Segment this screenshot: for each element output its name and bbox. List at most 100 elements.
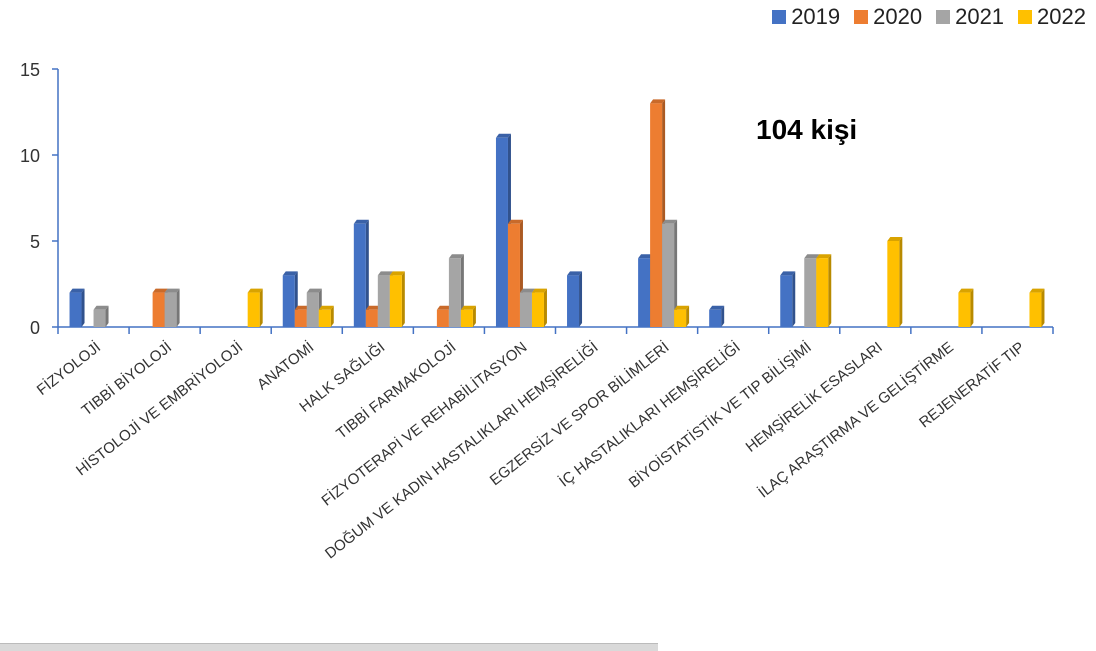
bar	[650, 103, 663, 328]
legend-label-2019: 2019	[791, 4, 841, 29]
bar-side	[970, 288, 974, 327]
bar-top	[958, 288, 974, 293]
bar-top	[567, 271, 583, 276]
bar	[448, 258, 461, 327]
bar	[958, 292, 971, 327]
bar-side	[105, 305, 109, 327]
bar	[638, 258, 651, 327]
bar	[887, 241, 900, 327]
bar	[377, 275, 390, 327]
legend-item-2020: 2020	[854, 4, 922, 30]
bar-top	[389, 271, 405, 276]
bar	[531, 292, 544, 327]
bar-top	[804, 254, 820, 259]
bar-top	[460, 305, 476, 310]
y-tick-label: 15	[20, 60, 40, 80]
x-tick-label: DOĞUM VE KADIN HASTALIKLARI HEMŞİRELİĞİ	[321, 338, 601, 562]
bar-top	[1029, 288, 1045, 293]
bar	[282, 275, 295, 327]
bar	[519, 292, 532, 327]
bar	[674, 309, 687, 327]
bar	[69, 292, 82, 327]
bar-top	[69, 288, 85, 293]
bar	[93, 309, 106, 327]
x-tick-label: ANATOMİ	[253, 338, 317, 393]
bar	[306, 292, 319, 327]
bar-top	[306, 288, 322, 293]
bar-top	[436, 305, 452, 310]
bar-side	[721, 305, 725, 327]
bar-top	[887, 237, 903, 241]
bar-top	[662, 219, 678, 224]
bar-side	[792, 271, 796, 327]
legend-label-2022: 2022	[1037, 4, 1086, 29]
bar	[365, 309, 378, 327]
bar-top	[377, 271, 393, 276]
x-tick-label: FİZYOLOJİ	[33, 338, 104, 399]
legend-swatch-2021	[936, 10, 951, 24]
bar	[780, 275, 793, 327]
legend-label-2021: 2021	[955, 4, 1005, 29]
bar-top	[318, 305, 334, 310]
bar	[389, 275, 402, 327]
bar-top	[709, 305, 725, 310]
bar	[1029, 292, 1042, 327]
bar-top	[638, 254, 654, 259]
bar	[495, 137, 508, 327]
bar-top	[674, 305, 690, 310]
bar-side	[259, 288, 263, 327]
legend-item-2019: 2019	[772, 4, 840, 30]
x-tick-label: TIBBİ FARMAKOLOJİ	[333, 338, 460, 443]
bar	[709, 309, 722, 327]
bar-top	[282, 271, 298, 276]
bar	[662, 223, 675, 327]
legend-item-2022: 2022	[1018, 4, 1086, 30]
x-tick-label: HEMŞİRELİK ESASLARI	[742, 338, 886, 456]
bar	[247, 292, 260, 327]
chart-annotation: 104 kişi	[756, 114, 858, 145]
bar	[152, 292, 165, 327]
bar-top	[152, 288, 168, 293]
legend: 2019 2020 2021 2022	[772, 4, 1086, 30]
bar-side	[176, 288, 180, 327]
bar	[294, 309, 307, 327]
bar-top	[816, 254, 832, 259]
bar-top	[93, 305, 109, 310]
bar-side	[899, 237, 903, 327]
bar	[353, 223, 366, 327]
bar-side	[330, 305, 334, 327]
bar-top	[164, 288, 180, 293]
legend-swatch-2020	[854, 10, 869, 24]
bar-side	[401, 271, 405, 327]
bar	[816, 258, 829, 327]
bar-top	[780, 271, 796, 276]
y-tick-label: 5	[30, 232, 40, 252]
bar	[507, 223, 520, 327]
bar-top	[353, 219, 369, 224]
bar	[460, 309, 473, 327]
bar-side	[472, 305, 476, 327]
y-tick-label: 10	[20, 146, 40, 166]
legend-swatch-2022	[1018, 10, 1033, 24]
bar-side	[1041, 288, 1045, 327]
legend-swatch-2019	[772, 10, 787, 24]
legend-label-2020: 2020	[873, 4, 923, 29]
bar-side	[365, 219, 369, 327]
bar-side	[674, 219, 678, 327]
legend-item-2021: 2021	[936, 4, 1004, 30]
bottom-scroll-strip	[0, 643, 658, 651]
bar-top	[531, 288, 547, 293]
bar	[804, 258, 817, 327]
bar	[318, 309, 331, 327]
bar	[436, 309, 449, 327]
bar-side	[81, 288, 85, 327]
bar-side	[579, 271, 583, 327]
bar-side	[828, 254, 832, 327]
bar-top	[365, 305, 381, 310]
bar-top	[507, 219, 523, 224]
bar-side	[686, 305, 690, 327]
bar	[567, 275, 580, 327]
y-tick-label: 0	[30, 318, 40, 338]
bar-top	[650, 99, 666, 104]
